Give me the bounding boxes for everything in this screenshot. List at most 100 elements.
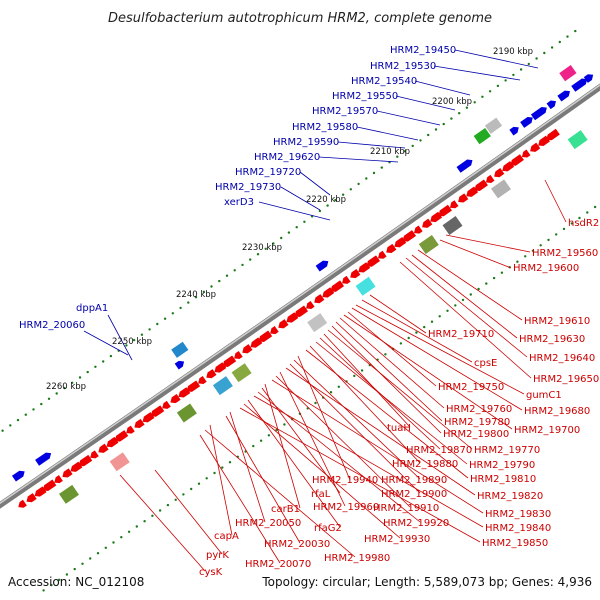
leader-line [199,434,281,564]
gene-label-upper[interactable]: HRM2_19720 [235,167,301,178]
gene-arrow [242,344,253,354]
gene-label-upper[interactable]: HRM2_20060 [19,320,85,331]
gene-label-lower[interactable]: HRM2_19700 [514,425,580,436]
gene-label-lower[interactable]: HRM2_19830 [485,509,551,520]
leader-line [229,411,266,523]
gene-label-lower[interactable]: rfaL [311,489,331,500]
leader-line [271,379,484,514]
gene-arrow [366,255,381,267]
gene-label-lower[interactable]: HRM2_19870 [406,445,472,456]
annotation-block-shape [59,484,79,504]
tick-dot [423,325,426,329]
gene-label-upper[interactable]: HRM2_19570 [312,106,378,117]
tick-dot [458,112,461,115]
gene-label-lower[interactable]: HRM2_19900 [381,489,447,500]
gene-arrow [458,193,469,203]
gene-label-lower[interactable]: HRM2_19650 [533,374,599,385]
gene-features [11,64,594,508]
tick-dot [202,290,205,293]
gene-label-lower[interactable]: HRM2_19890 [381,475,447,486]
gene-label-lower[interactable]: HRM2_19560 [532,248,598,259]
gene-label-lower[interactable]: HRM2_19880 [392,459,458,470]
gene-arrow-shape [330,280,345,292]
annotation-block [171,341,189,358]
gene-label-lower[interactable]: HRM2_20030 [264,539,330,550]
tick-dot [516,260,519,263]
gene-label-lower[interactable]: tuaH [387,423,411,434]
gene-label-lower[interactable]: HRM2_19610 [524,316,590,327]
gene-label-lower[interactable]: HRM2_19910 [373,503,439,514]
gene-label-upper[interactable]: HRM2_19550 [332,91,398,102]
gene-label-lower[interactable]: HRM2_19760 [446,404,512,415]
gene-label-lower[interactable]: HRM2_19980 [324,553,390,564]
tick-dot [205,477,208,480]
gene-label-upper[interactable]: HRM2_19540 [351,76,417,87]
tick-dot [372,171,376,175]
gene-arrow [114,430,129,442]
gene-label-lower[interactable]: rfaG2 [314,523,342,534]
scale-label: 2210 kbp [370,147,410,157]
gene-label-upper[interactable]: HRM2_19590 [273,137,339,148]
gene-arrow [18,499,27,508]
gene-arrow-shape [114,430,129,442]
tick-dot [427,133,430,137]
gene-arrow-shape [530,142,541,152]
gene-label-upper[interactable]: HRM2_19530 [370,61,436,72]
gene-label-lower[interactable]: HRM2_19810 [470,474,536,485]
gene-label-lower[interactable]: HRM2_19790 [469,460,535,471]
gene-label-lower[interactable]: HRM2_20050 [235,518,301,529]
gene-label-lower[interactable]: cpsE [474,358,497,369]
gene-label-lower[interactable]: pyrK [206,550,229,561]
gene-label-upper[interactable]: HRM2_19730 [215,182,281,193]
gene-label-lower[interactable]: cysK [199,567,223,578]
annotation-block [212,376,233,396]
gene-arrow-shape [521,149,531,158]
tick-dot [280,236,283,240]
gene-label-lower[interactable]: HRM2_19920 [383,518,449,529]
annotation-block-shape [355,276,376,296]
gene-label-lower[interactable]: HRM2_19940 [312,475,378,486]
gene-arrow [521,149,531,158]
gene-label-lower[interactable]: HRM2_19780 [444,417,510,428]
tick-dot [16,418,20,422]
gene-label-lower[interactable]: capA [214,531,239,542]
leader-line [299,171,331,196]
gene-label-lower[interactable]: HRM2_19850 [482,538,548,549]
gene-label-lower[interactable]: HRM2_19600 [513,263,579,274]
tick-dot [256,253,260,256]
gene-label-lower[interactable]: HRM2_19930 [364,534,430,545]
annotation-block [176,403,197,423]
gene-label-lower[interactable]: HRM2_19820 [477,491,543,502]
gene-label-lower[interactable]: HRM2_19840 [485,523,551,534]
gene-label-lower[interactable]: HRM2_19680 [524,406,590,417]
gene-arrow [78,454,93,467]
gene-label-lower[interactable]: HRM2_19630 [519,334,585,345]
gene-label-lower[interactable]: HRM2_19960 [313,502,379,513]
gene-label-lower[interactable]: HRM2_19770 [474,445,540,456]
gene-label-lower[interactable]: HRM2_19750 [438,382,504,393]
tick-dot [586,211,589,214]
tick-dot [94,365,97,368]
leader-line [414,80,471,96]
leader-line [327,329,473,450]
tick-dot [132,338,136,342]
gene-label-upper[interactable]: xerD3 [224,197,254,208]
gene-label-upper[interactable]: dppA1 [76,303,108,314]
leader-line [339,317,445,409]
gene-label-lower[interactable]: HRM2_19640 [529,353,595,364]
gene-arrow [198,375,207,384]
gene-label-upper[interactable]: HRM2_19450 [390,45,456,56]
gene-arrow-shape [222,355,237,367]
gene-arrow-shape [18,499,27,508]
gene-label-upper[interactable]: HRM2_19580 [292,122,358,133]
tick-dot [140,333,144,336]
gene-label-lower[interactable]: gumC1 [526,390,562,401]
gene-label-upper[interactable]: HRM2_19620 [254,152,320,163]
annotation-block [109,452,130,472]
gene-label-lower[interactable]: carB1 [271,504,300,515]
gene-label-lower[interactable]: hsdR2 [568,218,599,229]
gene-label-lower[interactable]: HRM2_19710 [428,329,494,340]
gene-label-lower[interactable]: HRM2_20070 [245,559,311,570]
gene-label-lower[interactable]: HRM2_19800 [443,429,509,440]
tick-dot [194,296,198,299]
